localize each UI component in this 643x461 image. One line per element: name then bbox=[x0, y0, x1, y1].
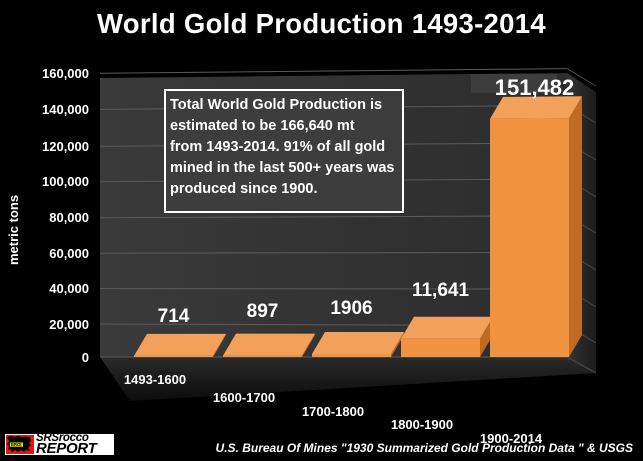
svg-text:EROI: EROI bbox=[11, 442, 22, 447]
